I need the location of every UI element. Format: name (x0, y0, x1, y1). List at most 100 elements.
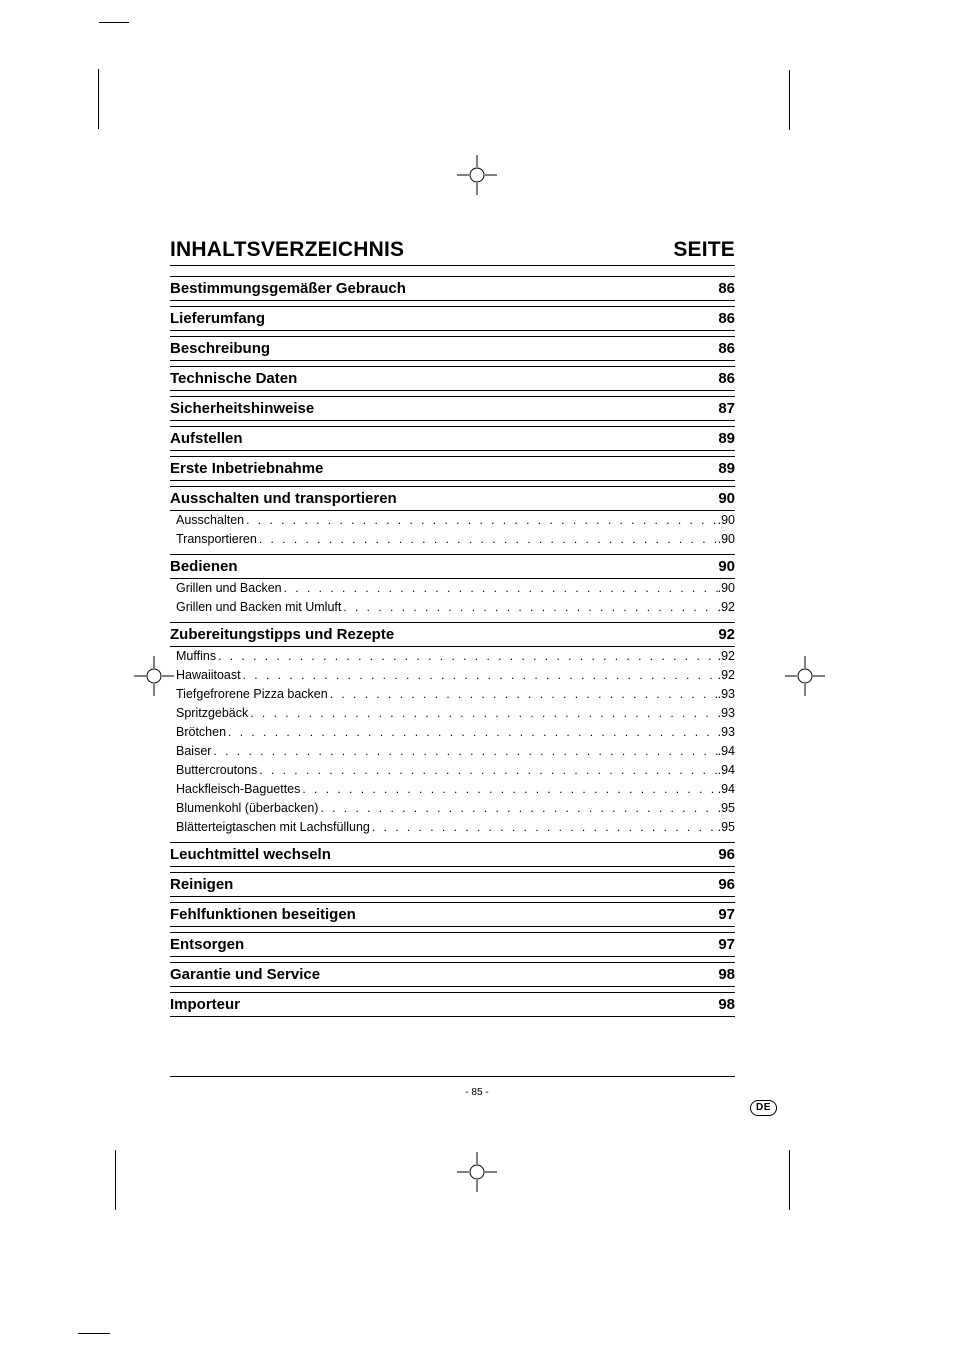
toc-main-label: Aufstellen (170, 430, 243, 447)
toc-main-page: 86 (718, 280, 735, 297)
toc-sub-row: Blumenkohl (überbacken) .95 (170, 799, 735, 818)
leader-dots (318, 801, 717, 815)
toc-sub-page: .93 (718, 687, 735, 701)
footer-page-number: - 85 - (465, 1087, 488, 1098)
toc-sub-row: Tiefgefrorene Pizza backen.93 (170, 685, 735, 704)
toc-sub-page: .93 (718, 725, 735, 739)
toc-main-row: Lieferumfang 86 (170, 306, 735, 331)
toc-main-label: Erste Inbetriebnahme (170, 460, 323, 477)
trim-mark (99, 22, 129, 23)
toc-main-label: Fehlfunktionen beseitigen (170, 906, 356, 923)
toc-main-page: 86 (718, 310, 735, 327)
toc-content: INHALTSVERZEICHNIS SEITE Bestimmungsgemä… (170, 238, 735, 1017)
toc-main-row: Erste Inbetriebnahme 89 (170, 456, 735, 481)
toc-sub-label: Grillen und Backen (176, 581, 282, 595)
crop-mark-right (785, 656, 825, 696)
toc-sub-row: Hackfleisch-Baguettes .94 (170, 780, 735, 799)
trim-mark (789, 1150, 790, 1210)
toc-sub-page: .94 (718, 744, 735, 758)
toc-sub-row: Hawaiitoast .92 (170, 666, 735, 685)
toc-main-page: 90 (718, 490, 735, 507)
leader-dots (248, 706, 717, 720)
toc-sub-row: Ausschalten.90 (170, 511, 735, 530)
toc-sub-page: .92 (718, 668, 735, 682)
toc-main-row: Garantie und Service 98 (170, 962, 735, 987)
toc-sub-label: Grillen und Backen mit Umluft (176, 600, 341, 614)
leader-dots (282, 581, 718, 595)
toc-main-page: 98 (718, 966, 735, 983)
toc-sub-row: Muffins .92 (170, 647, 735, 666)
trim-mark (789, 70, 790, 130)
leader-dots (300, 782, 717, 796)
toc-main-page: 97 (718, 906, 735, 923)
toc-sub-page: .94 (718, 763, 735, 777)
toc-sub-label: Brötchen (176, 725, 226, 739)
leader-dots (226, 725, 718, 739)
leader-dots (216, 649, 718, 663)
toc-sub-page: .95 (718, 801, 735, 815)
toc-main-label: Entsorgen (170, 936, 244, 953)
toc-sub-page: .95 (718, 820, 735, 834)
toc-main-label: Lieferumfang (170, 310, 265, 327)
trim-mark (78, 1333, 110, 1334)
toc-sub-label: Hawaiitoast (176, 668, 241, 682)
toc-main-page: 96 (718, 846, 735, 863)
toc-main-page: 97 (718, 936, 735, 953)
leader-dots (328, 687, 718, 701)
toc-sub-page: .92 (718, 649, 735, 663)
leader-dots (211, 744, 717, 758)
toc-page-column-label: SEITE (673, 238, 735, 262)
toc-sub-label: Hackfleisch-Baguettes (176, 782, 300, 796)
toc-sub-row: Brötchen .93 (170, 723, 735, 742)
toc-main-row: Sicherheitshinweise 87 (170, 396, 735, 421)
toc-main-label: Leuchtmittel wechseln (170, 846, 331, 863)
toc-header: INHALTSVERZEICHNIS SEITE (170, 238, 735, 266)
crop-mark-bottom (457, 1152, 497, 1192)
toc-main-row: Zubereitungstipps und Rezepte 92 (170, 622, 735, 647)
trim-mark (115, 1150, 116, 1210)
toc-sub-label: Blätterteigtaschen mit Lachsfüllung (176, 820, 370, 834)
toc-main-row: Leuchtmittel wechseln 96 (170, 842, 735, 867)
toc-main-page: 86 (718, 340, 735, 357)
toc-sub-page: .90 (718, 513, 735, 527)
toc-sub-page: .90 (718, 532, 735, 546)
toc-sub-row: Blätterteigtaschen mit Lachsfüllung .95 (170, 818, 735, 837)
toc-main-page: 89 (718, 460, 735, 477)
toc-main-page: 90 (718, 558, 735, 575)
toc-sub-label: Muffins (176, 649, 216, 663)
toc-main-label: Bedienen (170, 558, 238, 575)
toc-main-page: 86 (718, 370, 735, 387)
crop-mark-top (457, 155, 497, 195)
footer-rule (170, 1076, 735, 1077)
toc-main-row: Technische Daten86 (170, 366, 735, 391)
toc-sub-page: .94 (718, 782, 735, 796)
toc-sub-label: Transportieren (176, 532, 257, 546)
toc-main-page: 92 (718, 626, 735, 643)
toc-main-row: Bestimmungsgemäßer Gebrauch86 (170, 276, 735, 301)
toc-main-label: Reinigen (170, 876, 233, 893)
toc-main-row: Fehlfunktionen beseitigen 97 (170, 902, 735, 927)
toc-sub-label: Blumenkohl (überbacken) (176, 801, 318, 815)
toc-main-label: Beschreibung (170, 340, 270, 357)
toc-sub-label: Spritzgebäck (176, 706, 248, 720)
leader-dots (244, 513, 718, 527)
toc-title: INHALTSVERZEICHNIS (170, 238, 404, 262)
toc-main-page: 87 (718, 400, 735, 417)
toc-main-label: Sicherheitshinweise (170, 400, 314, 417)
toc-main-label: Garantie und Service (170, 966, 320, 983)
toc-main-label: Zubereitungstipps und Rezepte (170, 626, 394, 643)
toc-main-row: Entsorgen 97 (170, 932, 735, 957)
toc-sub-page: .90 (718, 581, 735, 595)
toc-main-row: Bedienen 90 (170, 554, 735, 579)
language-badge: DE (750, 1100, 777, 1116)
toc-main-page: 96 (718, 876, 735, 893)
leader-dots (257, 763, 717, 777)
toc-main-page: 98 (718, 996, 735, 1013)
toc-main-row: Aufstellen89 (170, 426, 735, 451)
leader-dots (257, 532, 718, 546)
toc-sub-label: Baiser (176, 744, 211, 758)
toc-sub-row: Grillen und Backen mit Umluft.92 (170, 598, 735, 617)
toc-sub-row: Grillen und Backen .90 (170, 579, 735, 598)
toc-main-row: Ausschalten und transportieren90 (170, 486, 735, 511)
toc-main-row: Reinigen 96 (170, 872, 735, 897)
